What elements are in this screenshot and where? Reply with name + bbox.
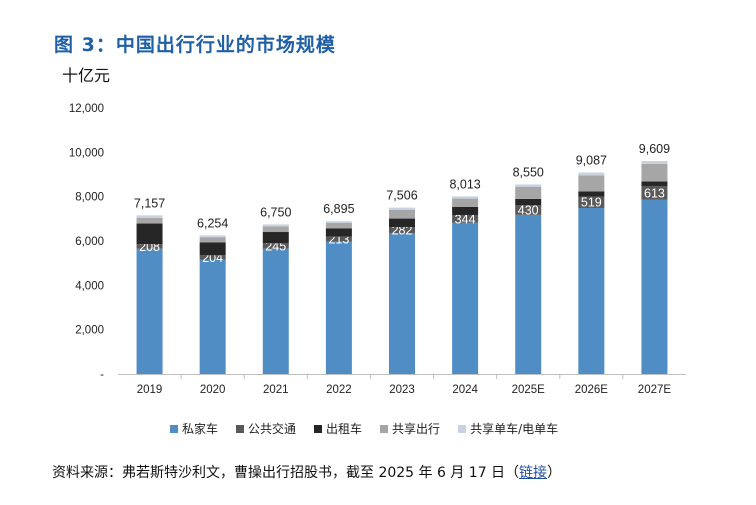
bar-segment (452, 222, 479, 374)
total-value-label: 6,254 (197, 216, 228, 230)
x-tick-label: 2021 (263, 384, 289, 396)
legend-swatch (380, 424, 389, 433)
x-tick-label: 2023 (389, 384, 415, 396)
bar-segment (262, 224, 289, 227)
y-tick-label: 2,000 (75, 325, 104, 337)
total-value-label: 8,550 (513, 165, 544, 179)
bar-segment (262, 243, 289, 249)
total-value-label: 9,087 (576, 154, 607, 168)
x-tick-label: 2022 (326, 384, 352, 396)
bar-segment (199, 255, 226, 260)
bar-segment (641, 163, 668, 182)
legend-swatch (236, 424, 245, 433)
x-tick-label: 2027E (638, 384, 672, 396)
total-value-label: 7,506 (386, 189, 417, 203)
legend-item: 出租车 (314, 420, 362, 437)
legend-swatch (458, 424, 467, 433)
bar-segment (515, 214, 542, 374)
bar-segment (389, 218, 415, 227)
legend-label: 私家车 (182, 422, 219, 436)
bar-segment (389, 207, 415, 210)
y-tick-label: - (100, 369, 104, 381)
segment-value-label: 282 (392, 224, 413, 238)
y-tick-label: 4,000 (75, 280, 104, 292)
y-tick-label: 10,000 (69, 147, 104, 159)
bar-segment (641, 185, 668, 200)
x-tick-label: 2020 (200, 384, 226, 396)
bar-segment (136, 215, 163, 218)
bar-segment (325, 241, 352, 374)
bar-segment (515, 186, 542, 199)
bar-segment (515, 184, 542, 187)
y-tick-label: 8,000 (75, 192, 104, 204)
bar-segment (325, 222, 352, 229)
legend-label: 公共交通 (248, 422, 297, 436)
legend-item: 共享单车/电单车 (458, 420, 558, 437)
legend-item: 共享出行 (380, 420, 440, 437)
segment-value-label: 344 (455, 212, 476, 226)
figure-title: 图 3：中国出行行业的市场规模 (54, 34, 336, 56)
legend-label: 出租车 (326, 422, 363, 436)
bar-segment (389, 226, 415, 234)
total-value-label: 8,013 (449, 177, 480, 191)
x-tick-label: 2024 (452, 384, 478, 396)
total-value-label: 7,157 (134, 196, 165, 210)
total-value-label: 6,750 (260, 205, 291, 219)
x-tick-label: 2019 (137, 384, 163, 396)
legend-item: 私家车 (170, 420, 218, 437)
bar-segment (578, 172, 605, 176)
bar-segment (199, 235, 226, 238)
bar-segment (389, 209, 415, 219)
bar-segment (199, 237, 226, 243)
x-tick-label: 2026E (575, 384, 609, 396)
source-prefix: 资料来源：弗若斯特沙利文，曹操出行招股书，截至 2025 年 6 月 17 日（ (52, 465, 520, 481)
source-link[interactable]: 链接 (519, 465, 548, 481)
bar-segment (515, 198, 542, 206)
y-tick-label: 6,000 (75, 236, 104, 248)
bar-segment (136, 217, 163, 224)
bar-segment (578, 191, 605, 197)
bar-segment (389, 233, 415, 374)
segment-value-label: 519 (581, 196, 602, 210)
segment-value-label: 613 (644, 186, 665, 200)
x-tick-label: 2025E (512, 384, 546, 396)
bar-segment (452, 198, 479, 207)
y-tick-label: 12,000 (69, 103, 104, 115)
bar-segment (578, 175, 605, 192)
bar-segment (325, 236, 352, 242)
bar-segment (452, 206, 479, 215)
chart-legend: 私家车 公共交通 出租车 共享出行 共享单车/电单车 (170, 420, 558, 437)
bar-segment (199, 259, 226, 374)
legend-swatch (170, 424, 178, 433)
stacked-bar-chart: -2,0004,0006,0008,00010,00012,0002087,15… (69, 103, 686, 396)
bar-segment (325, 228, 352, 237)
bar-segment (199, 242, 226, 256)
bar-segment (641, 199, 668, 374)
segment-value-label: 430 (518, 204, 539, 218)
bar-segment (136, 244, 163, 249)
bar-segment (515, 205, 542, 215)
bar-segment (452, 214, 479, 223)
bar-segment (452, 196, 479, 199)
bar-segment (578, 196, 605, 208)
legend-label: 共享出行 (392, 422, 441, 436)
bar-segment (641, 161, 668, 164)
bar-segment (578, 207, 605, 374)
bar-segment (262, 248, 289, 374)
total-value-label: 9,609 (639, 142, 670, 156)
bar-segment (325, 221, 352, 223)
legend-item: 公共交通 (236, 420, 296, 437)
unit-label: 十亿元 (62, 66, 111, 85)
bar-segment (136, 223, 163, 245)
bar-segment (136, 248, 163, 374)
legend-swatch (314, 424, 323, 433)
bar-segment (262, 232, 289, 244)
source-suffix: ） (547, 465, 562, 481)
bar-segment (641, 181, 668, 186)
source-note: 资料来源：弗若斯特沙利文，曹操出行招股书，截至 2025 年 6 月 17 日（… (52, 462, 561, 482)
bar-segment (262, 226, 289, 233)
legend-label: 共享单车/电单车 (470, 422, 559, 436)
total-value-label: 6,895 (323, 202, 354, 216)
